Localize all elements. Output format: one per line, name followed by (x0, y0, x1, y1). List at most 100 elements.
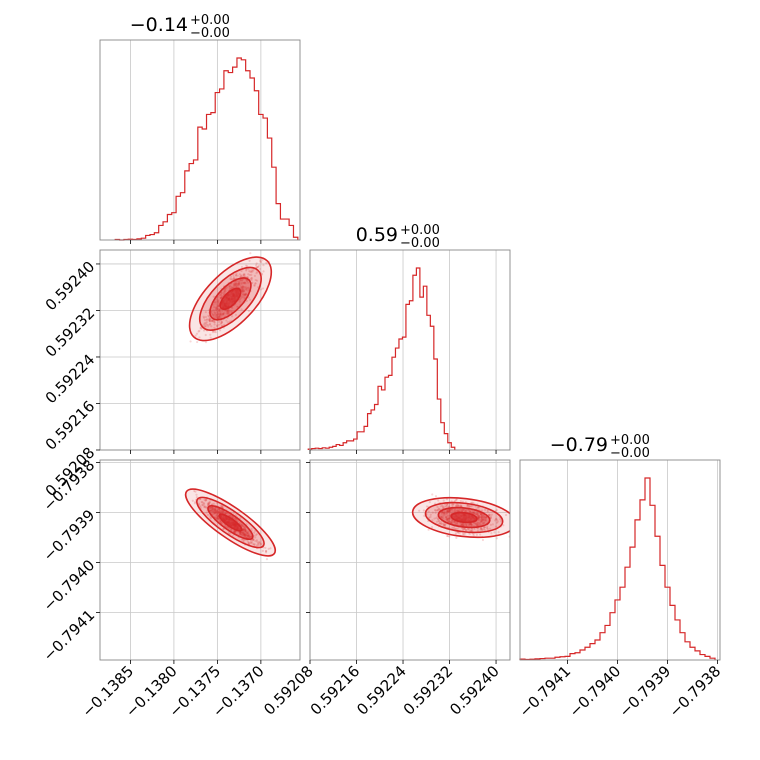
scatter-panel-2-1-point (480, 520, 484, 523)
scatter-panel-2-0-point (220, 510, 223, 513)
scatter-panel-2-0-point (215, 511, 218, 514)
scatter-panel-2-0-point (240, 523, 244, 526)
scatter-panel-1-0-point (247, 296, 250, 299)
scatter-panel-2-1-point (443, 524, 446, 527)
scatter-panel-2-1-point (435, 516, 438, 520)
scatter-panel-1-0-point (234, 282, 237, 286)
scatter-panel-1-0-point (217, 308, 221, 311)
scatter-panel-2-1-point (448, 510, 451, 513)
scatter-panel-2-1-point (465, 523, 468, 526)
scatter-panel-1-0-point (248, 259, 251, 262)
scatter-panel-2-1-point (435, 520, 439, 523)
scatter-panel-2-0-point (242, 533, 246, 536)
scatter-panel-2-1-point (454, 498, 458, 502)
scatter-panel-1-0-point (254, 282, 257, 285)
scatter-panel-2-1-point (442, 523, 445, 526)
scatter-panel-2-1-point (446, 510, 450, 513)
scatter-panel-1-0-point (208, 319, 211, 323)
scatter-panel-2-0-point (229, 514, 232, 518)
scatter-panel-2-0-point (217, 511, 220, 514)
scatter-panel-2-0-point (219, 510, 222, 513)
scatter-panel-2-1-point (480, 516, 483, 519)
scatter-panel-2-1-point (457, 531, 460, 535)
scatter-panel-2-1-point (477, 516, 481, 519)
scatter-panel-1-0-point (225, 312, 228, 315)
scatter-panel-2-1-point (480, 516, 483, 519)
scatter-panel-2-1-point (425, 505, 429, 508)
scatter-panel-1-0-point (223, 309, 227, 312)
scatter-panel-1-0-point (217, 304, 220, 307)
scatter-panel-2-1-point (448, 517, 451, 520)
scatter-panel-1-0-point (216, 313, 219, 316)
scatter-panel-2-0-point (212, 510, 215, 513)
scatter-panel-1-0-point (217, 305, 220, 308)
scatter-panel-1-0-point (215, 313, 218, 317)
scatter-panel-2-0-point (214, 511, 217, 514)
scatter-panel-2-0-point (217, 510, 220, 513)
scatter-panel-2-0-point (242, 539, 245, 543)
hist-panel-1-frame (309, 249, 511, 451)
scatter-panel-2-0-point (239, 532, 242, 536)
scatter-panel-1-0-point (236, 284, 239, 287)
scatter-panel-2-1-point (433, 517, 436, 520)
scatter-panel-2-1-point (484, 518, 487, 522)
scatter-panel-1-0-point (215, 305, 218, 308)
scatter-panel-2-0-point (206, 503, 210, 506)
scatter-panel-1-0-point (249, 270, 252, 273)
scatter-panel-2-1-point (483, 529, 486, 532)
scatter-panel-2-0-point (209, 509, 212, 512)
scatter-panel-2-0-point (247, 535, 250, 538)
scatter-panel-1-0-point (261, 258, 264, 261)
scatter-panel-2-0-point (233, 530, 236, 533)
scatter-panel-1-0-point (217, 323, 220, 326)
scatter-panel-1-0-point (210, 309, 213, 313)
scatter-panel-2-1-point (455, 510, 458, 513)
scatter-panel-1-0-point (235, 283, 238, 286)
scatter-panel-2-1-point (486, 509, 489, 512)
scatter-panel-2-1-point (477, 514, 480, 517)
scatter-panel-2-1-point (444, 515, 448, 519)
scatter-panel-1-0-point (205, 323, 208, 326)
hist-panel-1-title-upper: +0.00 (400, 223, 440, 238)
scatter-panel-2-1-point (479, 528, 482, 531)
scatter-panel-2-1-point (481, 518, 485, 522)
scatter-panel-2-1-point (497, 531, 500, 534)
scatter-panel-1-0-point (204, 333, 207, 337)
scatter-panel-2-1-point (468, 510, 472, 513)
scatter-panel-1-0-point (230, 278, 233, 281)
scatter-panel-2-1-point (462, 533, 466, 536)
scatter-panel-1-0-point (232, 277, 236, 280)
scatter-panel-2-0-point (213, 509, 217, 512)
scatter-panel-2-0-point (215, 510, 219, 513)
scatter-panel-2-1-point (475, 512, 478, 516)
scatter-panel-2-1-point (475, 533, 478, 536)
scatter-panel-1-0-point (235, 272, 238, 275)
scatter-panel-2-1-point (447, 505, 451, 508)
y-tick-label-2: −0.7939 (40, 506, 99, 565)
scatter-panel-2-0-point (251, 541, 254, 544)
scatter-panel-2-0-point (247, 534, 251, 537)
scatter-panel-2-0-point (241, 533, 244, 536)
scatter-panel-2-1-point (482, 519, 485, 522)
scatter-panel-2-1-point (438, 520, 441, 523)
scatter-panel-2-0-point (211, 508, 214, 511)
scatter-panel-1-0-point (259, 259, 262, 262)
scatter-panel-2-1-point (479, 527, 483, 530)
scatter-panel-2-0-point (254, 534, 258, 537)
hist-panel-2-background (520, 460, 720, 660)
scatter-panel-2-0-point (209, 507, 212, 510)
scatter-panel-1-0-point (208, 318, 211, 321)
scatter-panel-2-1-point (437, 517, 440, 521)
scatter-panel-1-0-point (203, 325, 207, 328)
scatter-panel-1-0-point (230, 285, 233, 289)
scatter-panel-2-0-point (257, 544, 260, 547)
scatter-panel-2-0-point (247, 542, 250, 545)
scatter-panel-2-0-point (205, 511, 208, 514)
scatter-panel-2-0-point (234, 517, 237, 521)
scatter-panel-2-1-point (476, 514, 479, 517)
scatter-panel-2-0-point (244, 533, 247, 536)
scatter-panel-1-0-point (250, 273, 253, 276)
scatter-panel-2-1-point (471, 511, 474, 514)
scatter-panel-1-0-point (245, 299, 248, 303)
scatter-panel-2-1-point (481, 529, 484, 532)
